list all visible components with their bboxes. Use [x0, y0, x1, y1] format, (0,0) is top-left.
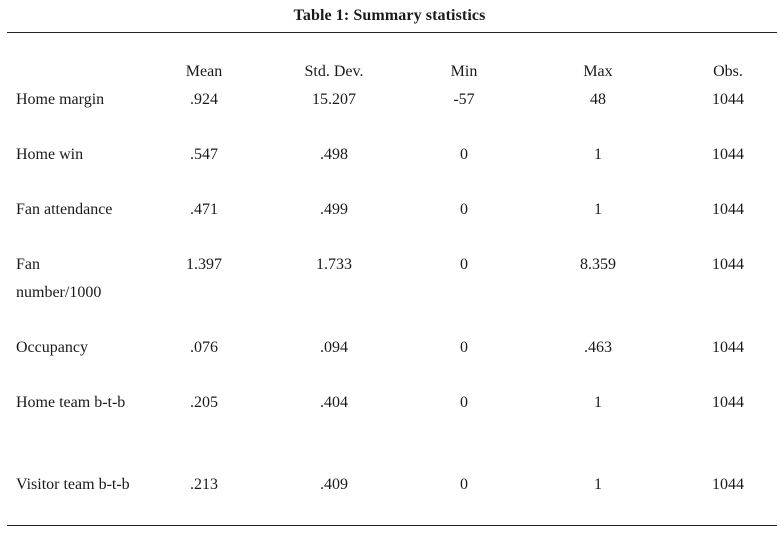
row-label: Home team b-t-b [16, 394, 126, 411]
table-caption: Table 1: Summary statistics [293, 7, 486, 24]
header-std-dev: Std. Dev. [304, 63, 364, 80]
cell-sd: .498 [320, 146, 348, 163]
cell-max: 1 [594, 394, 602, 411]
cell-mean: .471 [190, 201, 218, 218]
cell-min: 0 [460, 146, 468, 163]
cell-sd: 15.207 [312, 91, 356, 108]
cell-mean: 1.397 [186, 256, 222, 273]
cell-max: 1 [594, 201, 602, 218]
cell-mean: .213 [190, 476, 218, 493]
row-label: Occupancy [16, 339, 88, 356]
cell-min: -57 [453, 91, 475, 108]
cell-sd: 1.733 [316, 256, 352, 273]
cell-sd: .404 [320, 394, 348, 411]
cell-min: 0 [460, 394, 468, 411]
cell-sd: .499 [320, 201, 348, 218]
cell-obs: 1044 [712, 339, 744, 356]
cell-mean: .205 [190, 394, 218, 411]
header-obs: Obs. [713, 63, 743, 80]
cell-max: 48 [590, 91, 606, 108]
cell-max: 1 [594, 146, 602, 163]
row-label: Visitor team b-t-b [16, 476, 130, 493]
cell-min: 0 [460, 201, 468, 218]
cell-max: .463 [584, 339, 612, 356]
cell-obs: 1044 [712, 146, 744, 163]
row-label: Home win [16, 146, 84, 163]
cell-mean: .076 [190, 339, 218, 356]
cell-obs: 1044 [712, 201, 744, 218]
row-label: Fan attendance [16, 201, 113, 218]
cell-mean: .924 [190, 91, 218, 108]
header-min: Min [450, 63, 478, 80]
cell-min: 0 [460, 476, 468, 493]
cell-obs: 1044 [712, 394, 744, 411]
cell-obs: 1044 [712, 476, 744, 493]
cell-sd: .409 [320, 476, 348, 493]
cell-obs: 1044 [712, 91, 744, 108]
row-label: Home margin [16, 91, 105, 108]
cell-sd: .094 [320, 339, 348, 356]
cell-mean: .547 [190, 146, 218, 163]
header-mean: Mean [185, 63, 223, 80]
cell-min: 0 [460, 339, 468, 356]
cell-max: 8.359 [580, 256, 616, 273]
cell-obs: 1044 [712, 256, 744, 273]
top-rule [7, 32, 777, 33]
cell-min: 0 [460, 256, 468, 273]
cell-max: 1 [594, 476, 602, 493]
bottom-rule [7, 525, 777, 526]
row-label: Fan number/1000 [16, 256, 102, 301]
header-max: Max [583, 63, 613, 80]
